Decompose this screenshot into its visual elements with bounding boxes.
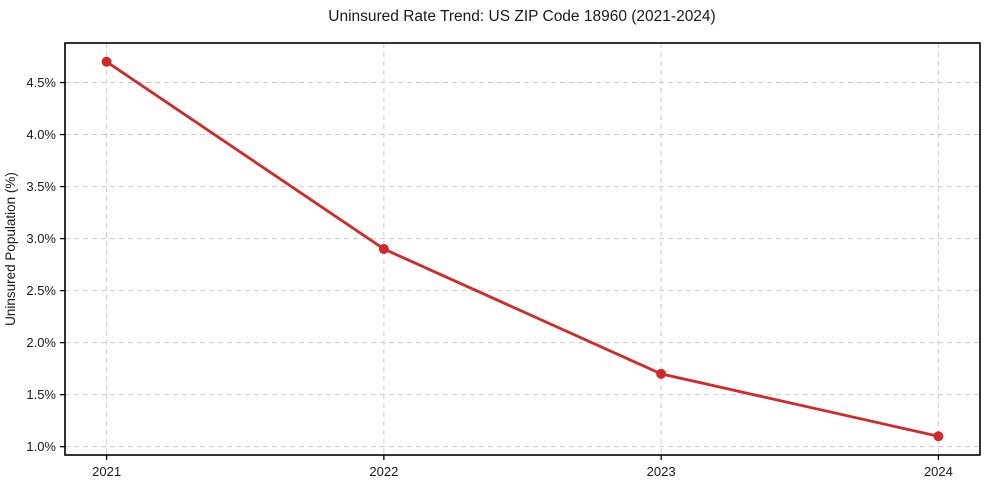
x-tick-label: 2022 <box>369 464 398 479</box>
axes-layer: 1.0% 1.5% 2.0% 2.5% 3.0% 3.5% 4.0% 4.5% 2021 2022… <box>26 42 981 479</box>
data-point <box>101 56 112 67</box>
y-tick-label: 4.0% <box>26 127 56 142</box>
trend-line <box>105 60 940 438</box>
data-point <box>933 431 944 442</box>
y-tick-label: 3.5% <box>26 179 56 194</box>
y-tick-label: 2.0% <box>26 335 56 350</box>
x-tick-label: 2023 <box>647 464 676 479</box>
y-axis-label: Uninsured Population (%) <box>3 172 18 326</box>
x-tick-label: 2021 <box>92 464 121 479</box>
chart-title: Uninsured Rate Trend: US ZIP Code 18960 … <box>328 8 715 25</box>
data-point <box>378 244 389 254</box>
y-tick-label: 1.0% <box>26 439 56 454</box>
plot-border <box>64 42 981 456</box>
x-tick-label: 2024 <box>924 464 953 479</box>
grid-layer <box>65 43 980 455</box>
y-tick-label: 3.0% <box>26 231 56 246</box>
y-tick-label: 4.5% <box>26 75 56 90</box>
data-series-layer <box>101 56 944 442</box>
data-point <box>656 368 667 379</box>
y-tick-label: 2.5% <box>26 283 56 298</box>
y-tick-label: 1.5% <box>26 387 56 402</box>
